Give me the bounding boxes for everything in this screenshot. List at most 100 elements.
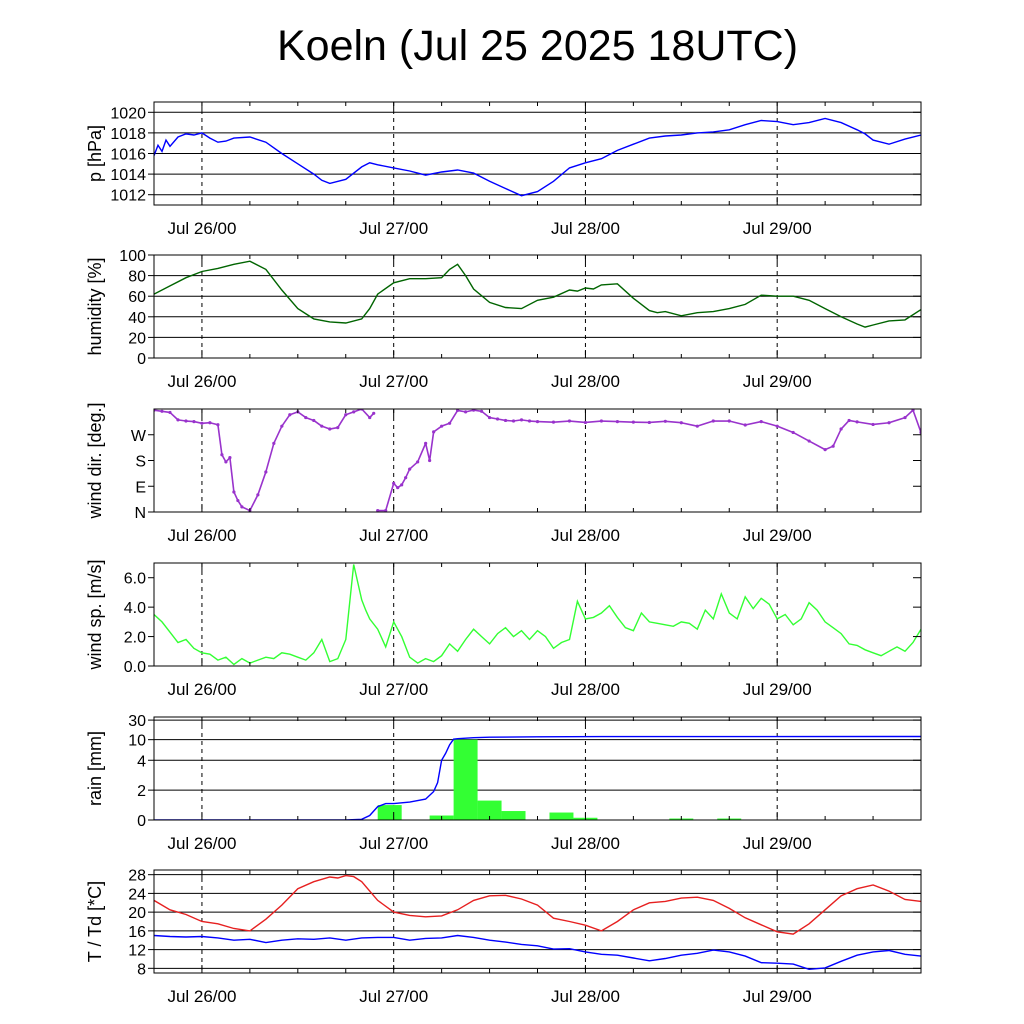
- x-tick-label: Jul 26/00: [167, 680, 236, 699]
- wind-dir-trace: [265, 443, 275, 473]
- series-line: [154, 934, 921, 971]
- y-tick-label: 0: [137, 351, 146, 368]
- y-tick-label: 1014: [110, 167, 146, 184]
- wind-dir-trace: [384, 483, 395, 511]
- wind-dir-trace: [601, 420, 618, 423]
- wind-dir-trace: [305, 416, 315, 422]
- wind-dir-trace: [553, 420, 570, 423]
- wind-dir-trace: [497, 418, 506, 422]
- wind-dir-trace: [537, 420, 554, 423]
- wind-dir-trace: [297, 411, 307, 419]
- y-tick-label: 0.0: [124, 659, 146, 676]
- y-tick-label: 1018: [110, 126, 146, 143]
- wind-dir-trace: [448, 410, 459, 424]
- series-line: [154, 564, 921, 666]
- wind-dir-trace: [154, 409, 163, 413]
- x-tick-label: Jul 28/00: [551, 219, 620, 238]
- x-tick-label: Jul 29/00: [743, 372, 812, 391]
- series-line: [154, 735, 921, 820]
- wind-dir-trace: [241, 506, 251, 512]
- wind-dir-trace: [209, 421, 219, 426]
- x-tick-label: Jul 26/00: [167, 987, 236, 1006]
- x-tick-label: Jul 27/00: [359, 219, 428, 238]
- wind-dir-trace: [792, 431, 810, 442]
- plot-area: [154, 735, 921, 820]
- wind-dir-trace: [489, 416, 498, 420]
- wind-dir-trace: [457, 409, 466, 413]
- y-axis-label: p [hPa]: [85, 125, 105, 182]
- wind-dir-trace: [521, 419, 530, 422]
- y-tick-label: W: [131, 428, 147, 445]
- y-tick-label: 30: [128, 713, 146, 730]
- wind-dir-trace: [345, 411, 355, 416]
- wind-dir-trace: [912, 409, 921, 433]
- series-line: [154, 874, 921, 935]
- plot-area: [154, 564, 921, 666]
- wind-dir-trace: [400, 477, 407, 486]
- wind-dir-trace: [281, 414, 291, 427]
- wind-dir-trace: [428, 431, 435, 461]
- rain-bar: [453, 739, 478, 820]
- x-tick-label: Jul 29/00: [743, 219, 812, 238]
- wind-dir-trace: [433, 425, 443, 433]
- plot-area: [154, 117, 921, 197]
- y-tick-label: 24: [128, 886, 146, 903]
- wind-dir-trace: [201, 421, 210, 425]
- wind-dir-trace: [221, 454, 227, 463]
- wind-dir-trace: [416, 443, 427, 463]
- wind-dir-trace: [177, 419, 187, 422]
- panel-5: 0 2 4 10 30 Jul 26/00 Jul 27/00 Jul 28/00 Jul 29…: [85, 713, 922, 853]
- y-tick-label: 1016: [110, 147, 146, 164]
- panel-frame: [153, 562, 922, 667]
- wind-dir-trace: [808, 440, 826, 451]
- panel-1: 1012 1014 1016 1018 1020 Jul 26/00 Jul 27/00 Ju…: [85, 101, 922, 238]
- series-line: [154, 117, 921, 197]
- wind-dir-trace: [193, 420, 203, 425]
- y-tick-label: 20: [128, 330, 146, 347]
- x-tick-label: Jul 29/00: [743, 680, 812, 699]
- x-tick-label: Jul 28/00: [551, 372, 620, 391]
- x-tick-label: Jul 26/00: [167, 834, 236, 853]
- wind-dir-trace: [404, 468, 411, 479]
- x-tick-label: Jul 26/00: [167, 219, 236, 238]
- x-tick-label: Jul 28/00: [551, 834, 620, 853]
- y-tick-label: N: [134, 505, 146, 522]
- x-tick-label: Jul 27/00: [359, 987, 428, 1006]
- rain-bar: [377, 805, 402, 820]
- y-tick-label: 6.0: [124, 571, 146, 588]
- x-tick-label: Jul 27/00: [359, 834, 428, 853]
- wind-dir-trace: [824, 445, 834, 451]
- y-tick-label: E: [135, 479, 146, 496]
- x-tick-label: Jul 26/00: [167, 372, 236, 391]
- wind-dir-trace: [337, 414, 347, 429]
- wind-dir-trace: [233, 491, 239, 501]
- x-tick-label: Jul 28/00: [551, 680, 620, 699]
- plot-area: [154, 260, 921, 328]
- wind-dir-trace: [185, 420, 195, 423]
- rain-bar: [549, 812, 574, 820]
- wind-dir-trace: [697, 420, 714, 427]
- wind-dir-trace: [393, 482, 399, 489]
- y-tick-label: 4.0: [124, 600, 146, 617]
- plot-area: [154, 874, 921, 971]
- y-tick-label: 2: [137, 783, 146, 800]
- wind-dir-trace: [329, 426, 338, 430]
- wind-dir-trace: [397, 484, 403, 489]
- rain-bar: [501, 811, 526, 820]
- panel-frame: [153, 254, 922, 359]
- chart-title: Koeln (Jul 25 2025 18UTC): [276, 22, 799, 70]
- y-tick-label: 60: [128, 289, 146, 306]
- y-tick-label: 100: [119, 248, 146, 265]
- y-tick-label: 1012: [110, 188, 146, 205]
- x-tick-label: Jul 27/00: [359, 526, 428, 545]
- panel-4: 0.0 2.0 4.0 6.0 Jul 26/00 Jul 27/00 Jul 28/00 J…: [85, 559, 922, 699]
- wind-dir-trace: [169, 411, 179, 421]
- y-tick-label: 1020: [110, 105, 146, 122]
- y-tick-label: 4: [137, 753, 146, 770]
- wind-dir-trace: [776, 425, 794, 434]
- x-tick-label: Jul 27/00: [359, 680, 428, 699]
- wind-dir-trace: [473, 409, 482, 413]
- wind-dir-trace: [681, 421, 698, 427]
- y-tick-label: S: [135, 454, 146, 471]
